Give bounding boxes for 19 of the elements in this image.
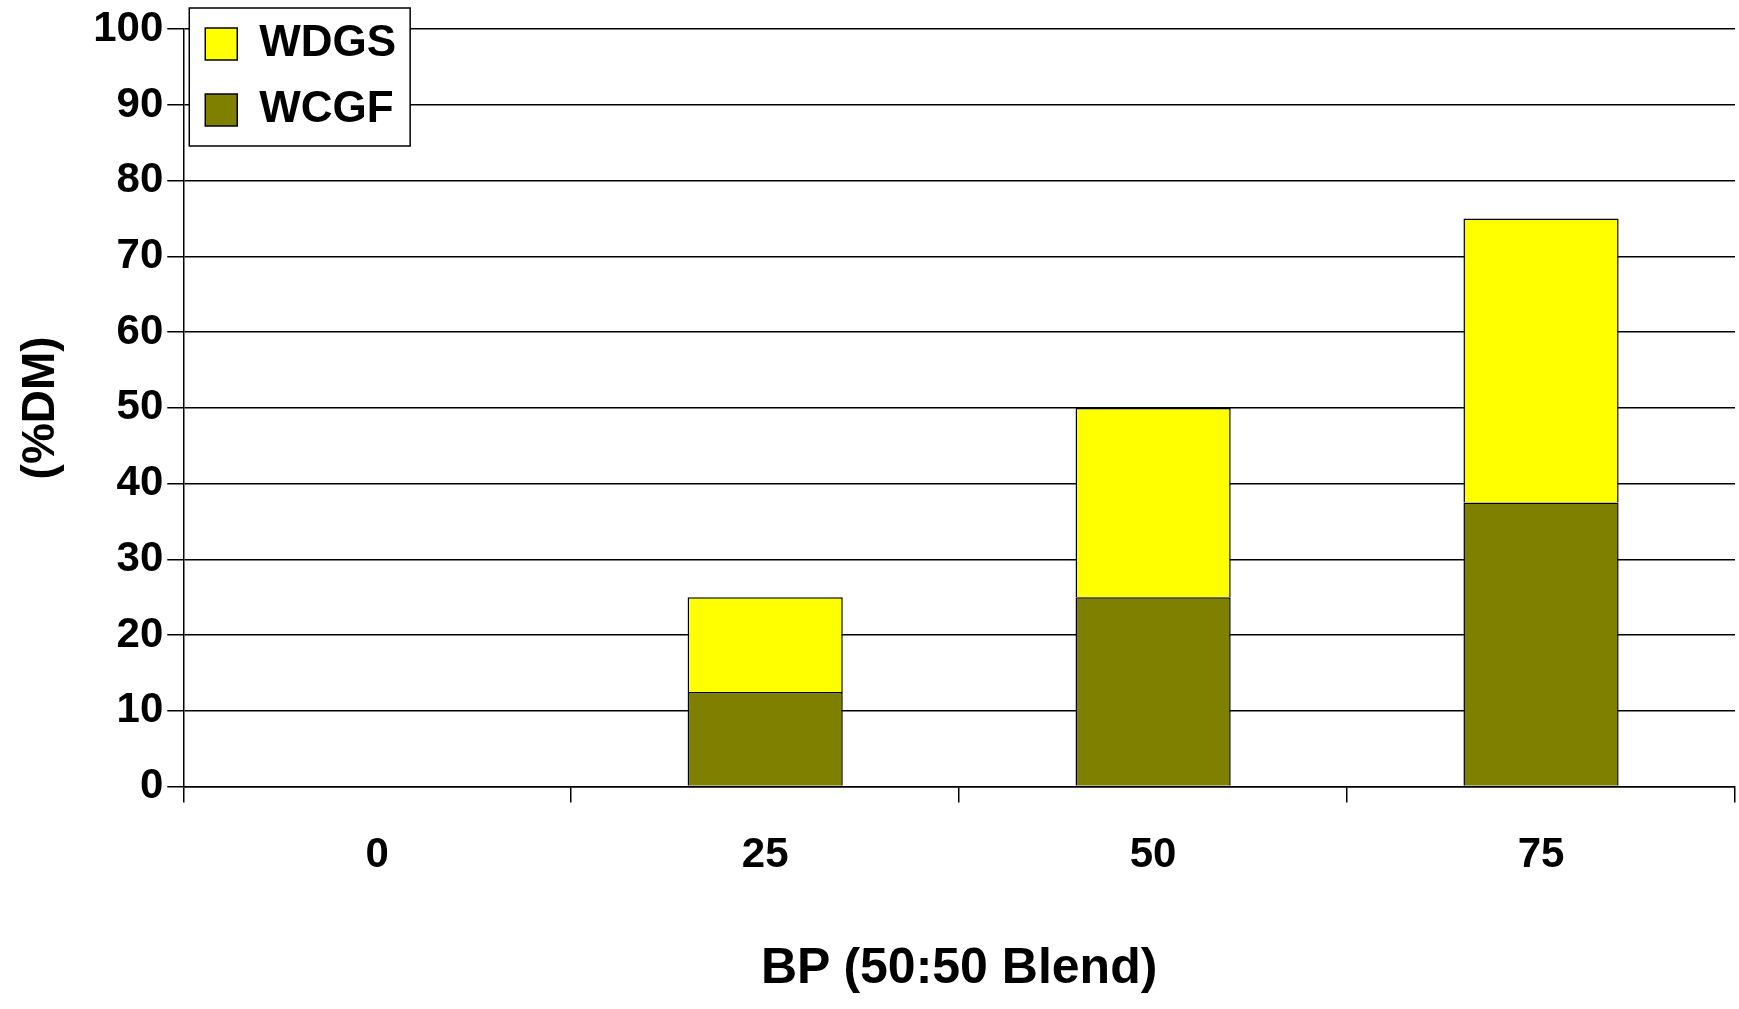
x-tick-label: 50 [1129,829,1177,877]
y-tick-label: 40 [116,457,164,505]
legend-label: WCGF [259,82,394,132]
y-tick-label: 100 [93,2,164,50]
y-tick-label: 20 [116,608,164,656]
y-tick-label: 60 [116,305,164,353]
x-axis-title: BP (50:50 Blend) [760,937,1158,994]
x-tick-label: 25 [741,829,789,877]
x-tick-label: 0 [365,829,389,877]
y-tick-label: 70 [116,230,164,277]
y-tick-label: 90 [116,78,164,126]
y-axis-title: (%DM) [12,336,65,480]
y-tick-label: 0 [139,760,164,808]
x-tick-label: 75 [1517,829,1565,877]
y-tick-label: 80 [116,154,164,202]
legend-label: WDGS [259,16,397,66]
y-tick-label: 50 [116,381,164,429]
y-tick-label: 10 [116,684,164,732]
y-tick-label: 30 [116,532,164,580]
